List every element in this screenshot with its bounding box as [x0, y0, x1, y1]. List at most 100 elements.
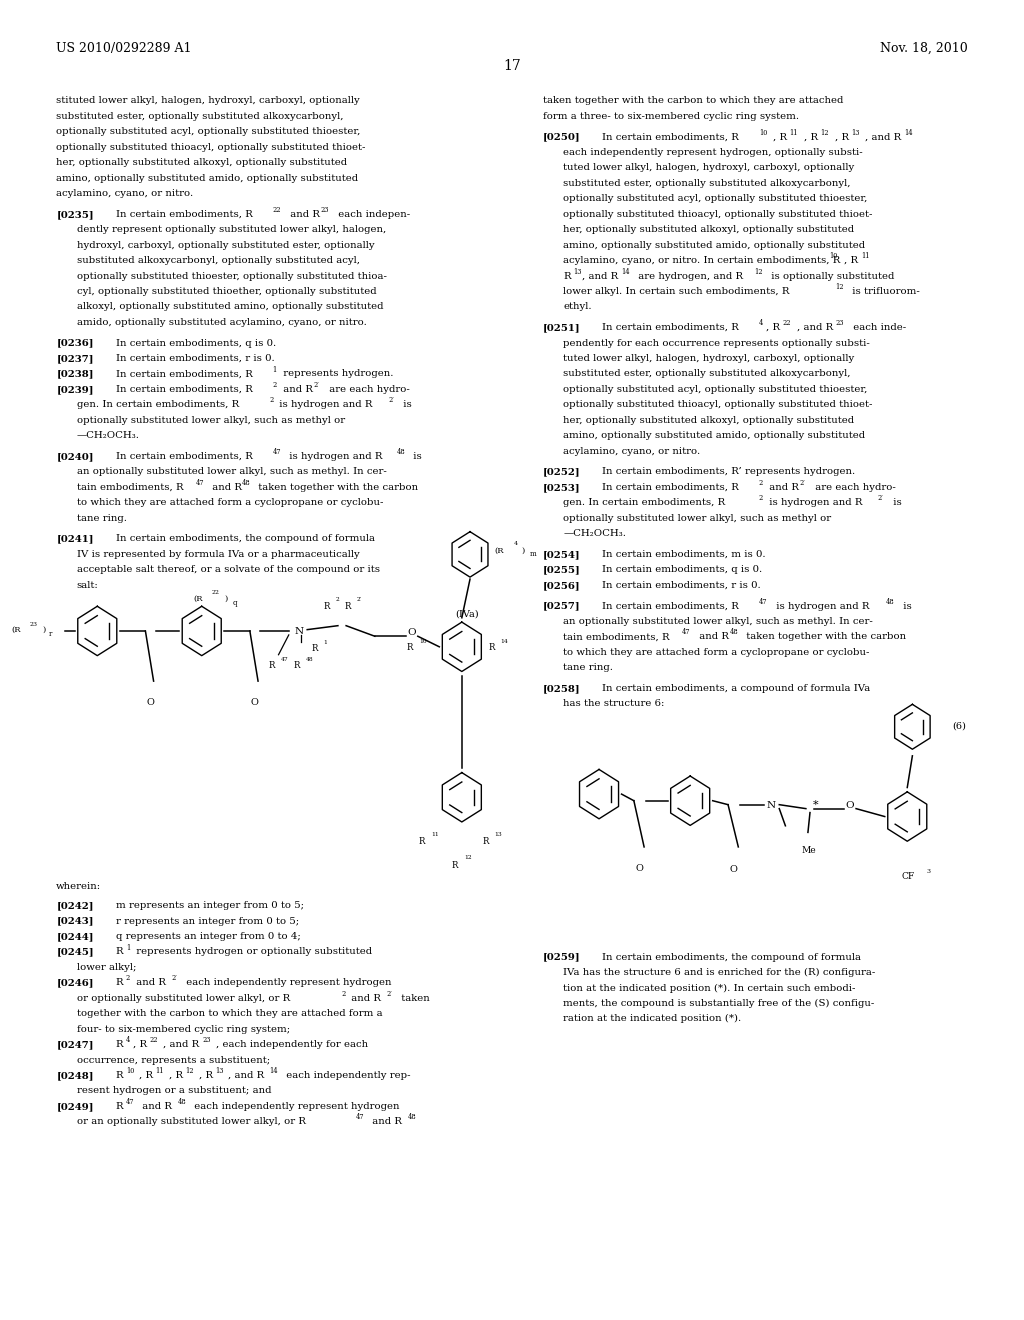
Text: and R: and R [280, 385, 312, 393]
Text: R: R [311, 644, 317, 653]
Text: [0245]: [0245] [56, 948, 94, 957]
Text: ments, the compound is substantially free of the (S) configu-: ments, the compound is substantially fre… [563, 999, 874, 1008]
Text: 12: 12 [464, 855, 471, 861]
Text: 48: 48 [730, 628, 738, 636]
Text: 2′: 2′ [388, 396, 394, 404]
Text: taken together with the carbon to which they are attached: taken together with the carbon to which … [543, 96, 843, 106]
Text: q represents an integer from 0 to 4;: q represents an integer from 0 to 4; [116, 932, 301, 941]
Text: In certain embodiments, m is 0.: In certain embodiments, m is 0. [602, 550, 766, 558]
Text: is: is [410, 451, 421, 461]
Text: R: R [488, 643, 495, 652]
Text: N: N [295, 627, 304, 636]
Text: 23: 23 [30, 622, 38, 627]
Text: *: * [813, 800, 818, 809]
Text: lower alkyl;: lower alkyl; [77, 962, 136, 972]
Text: O: O [636, 865, 644, 873]
Text: Nov. 18, 2010: Nov. 18, 2010 [880, 42, 968, 55]
Text: tane ring.: tane ring. [77, 513, 127, 523]
Text: substituted ester, optionally substituted alkoxycarbonyl,: substituted ester, optionally substitute… [56, 112, 344, 121]
Text: tain embodiments, R: tain embodiments, R [77, 483, 183, 492]
Text: is hydrogen and R: is hydrogen and R [286, 451, 382, 461]
Text: and R: and R [209, 483, 242, 492]
Text: 11: 11 [431, 832, 439, 837]
Text: In certain embodiments, a compound of formula IVa: In certain embodiments, a compound of fo… [602, 684, 870, 693]
Text: salt:: salt: [77, 581, 98, 590]
Text: N: N [767, 801, 776, 809]
Text: [0243]: [0243] [56, 916, 94, 925]
Text: , R: , R [835, 132, 849, 141]
Text: [0258]: [0258] [543, 684, 581, 693]
Text: , and R: , and R [163, 1040, 199, 1049]
Text: 48: 48 [886, 598, 894, 606]
Text: is trifluorom-: is trifluorom- [849, 286, 920, 296]
Text: 13: 13 [495, 832, 503, 837]
Text: , and R: , and R [228, 1071, 264, 1080]
Text: 14: 14 [501, 639, 509, 644]
Text: and R: and R [139, 1102, 172, 1111]
Text: 48: 48 [396, 447, 404, 455]
Text: R: R [116, 948, 123, 957]
Text: gen. In certain embodiments, R: gen. In certain embodiments, R [77, 400, 239, 409]
Text: amido, optionally substituted acylamino, cyano, or nitro.: amido, optionally substituted acylamino,… [77, 318, 367, 327]
Text: [0255]: [0255] [543, 565, 581, 574]
Text: 48: 48 [408, 1113, 416, 1122]
Text: optionally substituted thioester, optionally substituted thioa-: optionally substituted thioester, option… [77, 272, 387, 281]
Text: 2: 2 [272, 381, 276, 389]
Text: [0244]: [0244] [56, 932, 94, 941]
Text: pendently for each occurrence represents optionally substi-: pendently for each occurrence represents… [563, 339, 870, 347]
Text: each independently represent hydrogen, optionally substi-: each independently represent hydrogen, o… [563, 148, 863, 157]
Text: m: m [529, 550, 537, 558]
Text: O: O [408, 628, 416, 638]
Text: 2: 2 [336, 597, 340, 602]
Text: ): ) [42, 626, 45, 634]
Text: 2: 2 [341, 990, 345, 998]
Text: [0238]: [0238] [56, 370, 94, 379]
Text: is hydrogen and R: is hydrogen and R [766, 499, 862, 507]
Text: In certain embodiments, R’ represents hydrogen.: In certain embodiments, R’ represents hy… [602, 467, 855, 477]
Text: 11: 11 [156, 1067, 164, 1074]
Text: optionally substituted thioacyl, optionally substituted thioet-: optionally substituted thioacyl, optiona… [563, 400, 872, 409]
Text: lower alkyl. In certain such embodiments, R: lower alkyl. In certain such embodiments… [563, 286, 790, 296]
Text: [0237]: [0237] [56, 354, 94, 363]
Text: taken: taken [398, 994, 430, 1003]
Text: tuted lower alkyl, halogen, hydroxyl, carboxyl, optionally: tuted lower alkyl, halogen, hydroxyl, ca… [563, 164, 854, 173]
Text: are each hydro-: are each hydro- [812, 483, 896, 492]
Text: 47: 47 [759, 598, 767, 606]
Text: form a three- to six-membered cyclic ring system.: form a three- to six-membered cyclic rin… [543, 112, 799, 121]
Text: 23: 23 [321, 206, 329, 214]
Text: In certain embodiments, R: In certain embodiments, R [602, 483, 739, 492]
Text: CF: CF [901, 873, 914, 880]
Text: optionally substituted acyl, optionally substituted thioester,: optionally substituted acyl, optionally … [563, 385, 867, 393]
Text: represents hydrogen or optionally substituted: represents hydrogen or optionally substi… [133, 948, 373, 957]
Text: 10: 10 [126, 1067, 134, 1074]
Text: , R: , R [766, 323, 780, 333]
Text: each independently represent hydrogen: each independently represent hydrogen [183, 978, 392, 987]
Text: , R: , R [199, 1071, 213, 1080]
Text: In certain embodiments, the compound of formula: In certain embodiments, the compound of … [602, 953, 861, 961]
Text: amino, optionally substituted amido, optionally substituted: amino, optionally substituted amido, opt… [56, 174, 358, 182]
Text: q: q [232, 599, 237, 607]
Text: her, optionally substituted alkoxyl, optionally substituted: her, optionally substituted alkoxyl, opt… [563, 226, 854, 234]
Text: 47: 47 [682, 628, 690, 636]
Text: [0248]: [0248] [56, 1071, 94, 1080]
Text: 13: 13 [573, 268, 582, 276]
Text: Me: Me [802, 846, 816, 854]
Text: are hydrogen, and R: are hydrogen, and R [635, 272, 743, 281]
Text: , and R: , and R [865, 132, 901, 141]
Text: [0251]: [0251] [543, 323, 581, 333]
Text: gen. In certain embodiments, R: gen. In certain embodiments, R [563, 499, 725, 507]
Text: R: R [294, 661, 300, 671]
Text: her, optionally substituted alkoxyl, optionally substituted: her, optionally substituted alkoxyl, opt… [56, 158, 347, 168]
Text: R: R [116, 1040, 123, 1049]
Text: R: R [116, 1071, 123, 1080]
Text: 48: 48 [242, 479, 250, 487]
Text: tuted lower alkyl, halogen, hydroxyl, carboxyl, optionally: tuted lower alkyl, halogen, hydroxyl, ca… [563, 354, 854, 363]
Text: stituted lower alkyl, halogen, hydroxyl, carboxyl, optionally: stituted lower alkyl, halogen, hydroxyl,… [56, 96, 360, 106]
Text: (IVa): (IVa) [456, 610, 479, 619]
Text: acylamino, cyano, or nitro. In certain embodiments, R: acylamino, cyano, or nitro. In certain e… [563, 256, 841, 265]
Text: each independently represent hydrogen: each independently represent hydrogen [191, 1102, 400, 1111]
Text: optionally substituted lower alkyl, such as methyl or: optionally substituted lower alkyl, such… [77, 416, 345, 425]
Text: tain embodiments, R: tain embodiments, R [563, 632, 670, 642]
Text: ): ) [224, 595, 227, 603]
Text: cyl, optionally substituted thioether, optionally substituted: cyl, optionally substituted thioether, o… [77, 286, 377, 296]
